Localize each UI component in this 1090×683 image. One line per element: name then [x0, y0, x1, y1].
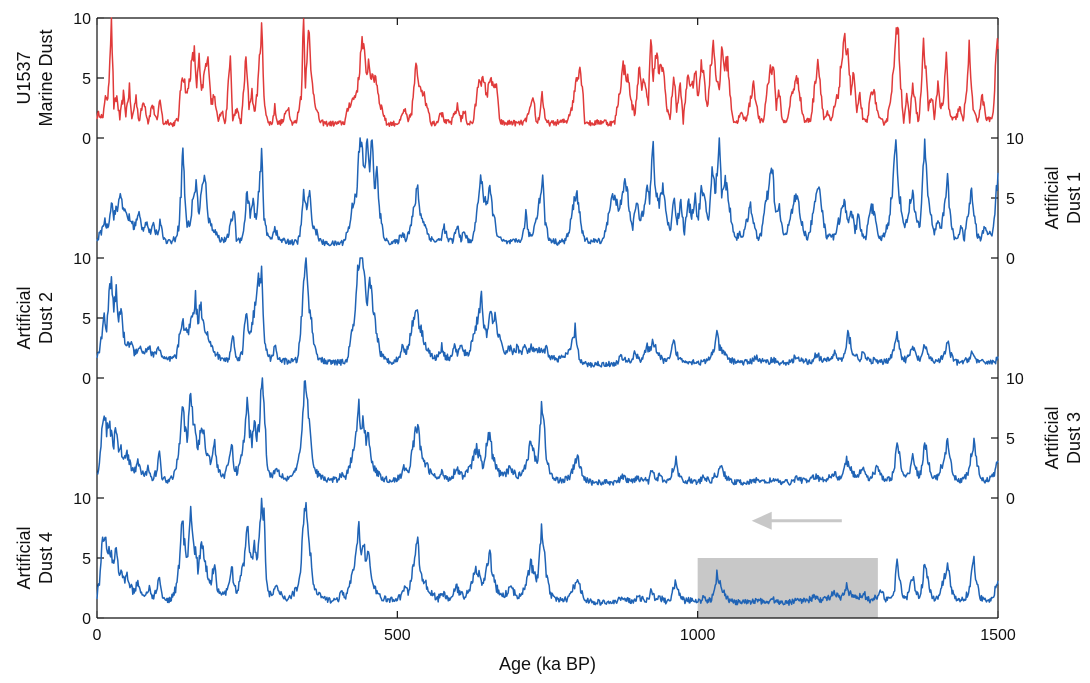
panel-label-line: Artificial: [14, 526, 34, 589]
panel-label-line: Artificial: [1042, 406, 1062, 469]
series-line-dust1: [96, 137, 999, 247]
y-tick-label: 5: [82, 311, 91, 328]
y-tick-label: 5: [1006, 431, 1015, 448]
y-tick-label: 10: [73, 251, 91, 268]
panel-label-dust4: Artificial Dust 4: [14, 526, 56, 589]
panel-label-line: Dust 4: [36, 532, 56, 584]
panel-label-line: Dust 2: [36, 292, 56, 344]
y-tick-label: 5: [1006, 191, 1015, 208]
panel-label-u1537: U1537 Marine Dust: [14, 29, 56, 126]
panel-label-dust3: Artificial Dust 3: [1042, 406, 1084, 469]
panel-label-line: Artificial: [14, 286, 34, 349]
panel-label-line: U1537: [14, 51, 34, 104]
y-tick-label: 5: [82, 551, 91, 568]
x-tick-label: 1000: [680, 627, 716, 644]
y-tick-label: 10: [1006, 371, 1024, 388]
series-line-dust2: [96, 257, 999, 368]
y-tick-label: 5: [82, 71, 91, 88]
series-layer: [96, 17, 999, 606]
series-line-u1537: [96, 17, 999, 128]
panel-label-dust2: Artificial Dust 2: [14, 286, 56, 349]
panel-label-line: Marine Dust: [36, 29, 56, 126]
y-tick-label: 0: [1006, 251, 1015, 268]
panel-label-line: Artificial: [1042, 166, 1062, 229]
panel-label-line: Dust 3: [1064, 412, 1084, 464]
x-tick-label: 500: [384, 627, 411, 644]
y-tick-label: 0: [82, 611, 91, 628]
arrow-left-icon: [751, 511, 772, 530]
panel-label-line: Dust 1: [1064, 172, 1084, 224]
series-line-dust4: [96, 497, 999, 606]
shaded-region-box: [697, 558, 878, 618]
y-tick-label: 0: [1006, 491, 1015, 508]
y-tick-label: 10: [73, 491, 91, 508]
x-axis-label: Age (ka BP): [499, 654, 596, 674]
y-tick-label: 0: [82, 131, 91, 148]
y-tick-label: 10: [73, 11, 91, 28]
x-tick-label: 0: [93, 627, 102, 644]
panel-label-dust1: Artificial Dust 1: [1042, 166, 1084, 229]
y-tick-label: 10: [1006, 131, 1024, 148]
y-tick-label: 0: [82, 371, 91, 388]
x-tick-label: 1500: [980, 627, 1016, 644]
series-line-dust3: [96, 377, 999, 486]
